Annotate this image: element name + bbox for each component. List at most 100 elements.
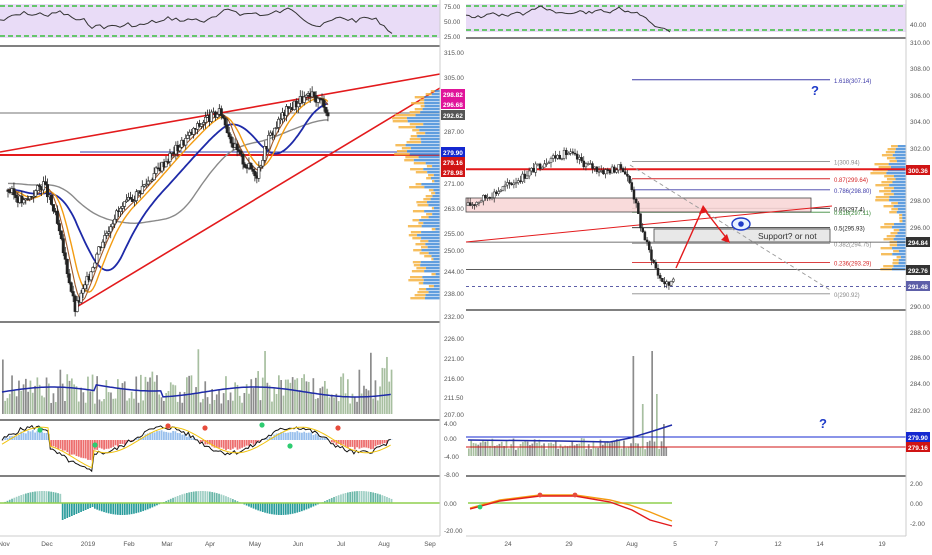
macd-histogram-bar	[221, 494, 223, 503]
oscillator-bar	[161, 430, 163, 440]
volume-bar	[625, 448, 627, 456]
volume-bar	[69, 381, 71, 414]
macd-histogram-bar	[117, 503, 119, 515]
candle	[530, 168, 532, 171]
volume-bar	[278, 375, 280, 414]
macd-histogram-bar	[262, 503, 264, 512]
candle	[258, 167, 260, 178]
volume-bar	[637, 444, 639, 456]
candle	[82, 289, 84, 293]
volume-profile-bar	[899, 250, 906, 252]
oscillator-bar	[106, 440, 108, 449]
macd-histogram-bar	[142, 503, 144, 511]
volume-bar	[92, 375, 94, 414]
oscillator-bar	[135, 439, 137, 440]
volume-profile-bar	[423, 168, 440, 170]
oscillator-bar	[27, 431, 29, 440]
volume-profile-bar	[897, 256, 901, 258]
volume-bar	[588, 444, 590, 456]
volume-profile-bar	[899, 262, 906, 264]
candle	[500, 190, 502, 191]
rsi-band	[466, 4, 906, 32]
volume-profile-bar	[426, 294, 440, 296]
macd-histogram-bar	[273, 503, 275, 515]
oscillator-bar	[375, 440, 377, 446]
candle	[635, 199, 637, 203]
oscillator-bar	[285, 433, 287, 440]
date-tick-label: Nov	[0, 541, 11, 548]
price-tick-label: 232.00	[444, 314, 464, 321]
volume-profile-bar	[424, 96, 440, 98]
volume-bar	[527, 442, 529, 456]
volume-profile-bar	[408, 120, 440, 122]
volume-profile-bar	[394, 153, 410, 155]
candle	[515, 183, 517, 184]
volume-bar	[177, 402, 179, 414]
volume-profile-bar	[881, 181, 892, 183]
volume-profile-bar	[875, 199, 889, 201]
volume-profile-bar	[893, 250, 899, 252]
candle	[222, 116, 224, 118]
volume-profile-bar	[893, 265, 906, 267]
volume-profile-bar	[417, 234, 440, 236]
volume-profile-bar	[893, 259, 899, 261]
candle	[467, 203, 469, 206]
macd-histogram-bar	[280, 503, 282, 515]
macd-histogram-bar	[271, 503, 273, 514]
oscillator-bar	[315, 434, 317, 440]
fib-level-label: 0.87(299.64)	[834, 178, 868, 184]
candle	[111, 224, 113, 227]
volume-profile-bar	[899, 217, 902, 219]
volume-bar	[149, 377, 151, 414]
volume-profile-bar	[427, 171, 440, 173]
candle	[495, 192, 497, 194]
volume-bar	[324, 381, 326, 414]
volume-bar	[499, 444, 501, 456]
oscillator-bar	[7, 438, 9, 440]
macd-histogram-bar	[110, 503, 112, 514]
oscillator-bar	[112, 440, 114, 447]
volume-profile-bar	[412, 237, 421, 239]
fib-level-label: 0(290.92)	[834, 293, 860, 299]
volume-profile-bar	[422, 225, 440, 227]
candle	[543, 164, 545, 167]
oscillator-bar	[310, 433, 312, 440]
price-badge-label: 292.76	[908, 268, 928, 275]
volume-bar	[253, 388, 255, 414]
oscillator-bar	[257, 440, 259, 441]
macd-histogram-bar	[83, 503, 85, 511]
macd-cross-dot	[538, 493, 543, 498]
volume-profile-bar	[395, 144, 405, 146]
volume-profile-bar	[416, 132, 425, 134]
volume-profile-bar	[420, 240, 428, 242]
candle	[487, 197, 489, 198]
volume-bar	[83, 392, 85, 414]
volume-profile-bar	[896, 148, 906, 150]
oscillator-bar	[108, 440, 110, 449]
macd-histogram-bar	[255, 503, 257, 510]
volume-profile-bar	[423, 108, 440, 110]
volume-bar	[630, 443, 632, 456]
volume-profile-bar	[429, 216, 440, 218]
volume-bar	[306, 381, 308, 414]
macd-histogram-bar	[356, 491, 358, 503]
price-tick-label: 302.00	[910, 146, 930, 153]
macd-histogram-bar	[349, 492, 351, 503]
volume-bar	[607, 441, 609, 456]
volume-bar	[658, 449, 660, 456]
candle	[554, 156, 556, 159]
volume-profile-bar	[408, 225, 422, 227]
date-tick-label: Jun	[293, 541, 304, 548]
volume-profile-bar	[890, 232, 897, 234]
candle	[62, 239, 64, 253]
candle	[44, 182, 46, 185]
oscillator-bar	[301, 433, 303, 440]
volume-bar	[246, 384, 248, 414]
volume-profile-bar	[407, 117, 440, 119]
volume-bar	[280, 380, 282, 414]
volume-profile-bar	[432, 255, 440, 257]
macd-histogram-bar	[181, 494, 183, 503]
macd-histogram-bar	[264, 503, 266, 513]
macd-histogram-bar	[175, 497, 177, 503]
candle	[552, 156, 554, 159]
